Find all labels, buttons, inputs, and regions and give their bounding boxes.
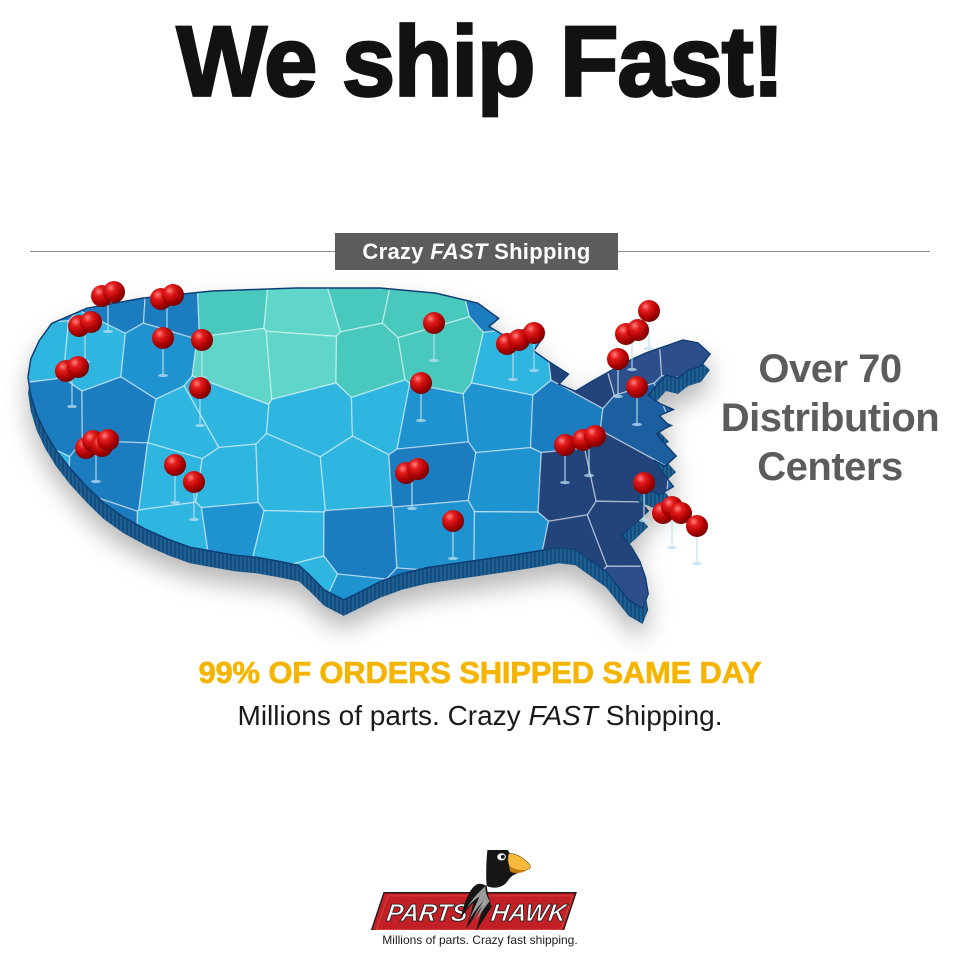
svg-text:PARTS: PARTS (385, 900, 470, 927)
svg-text:HAWK: HAWK (489, 900, 570, 927)
